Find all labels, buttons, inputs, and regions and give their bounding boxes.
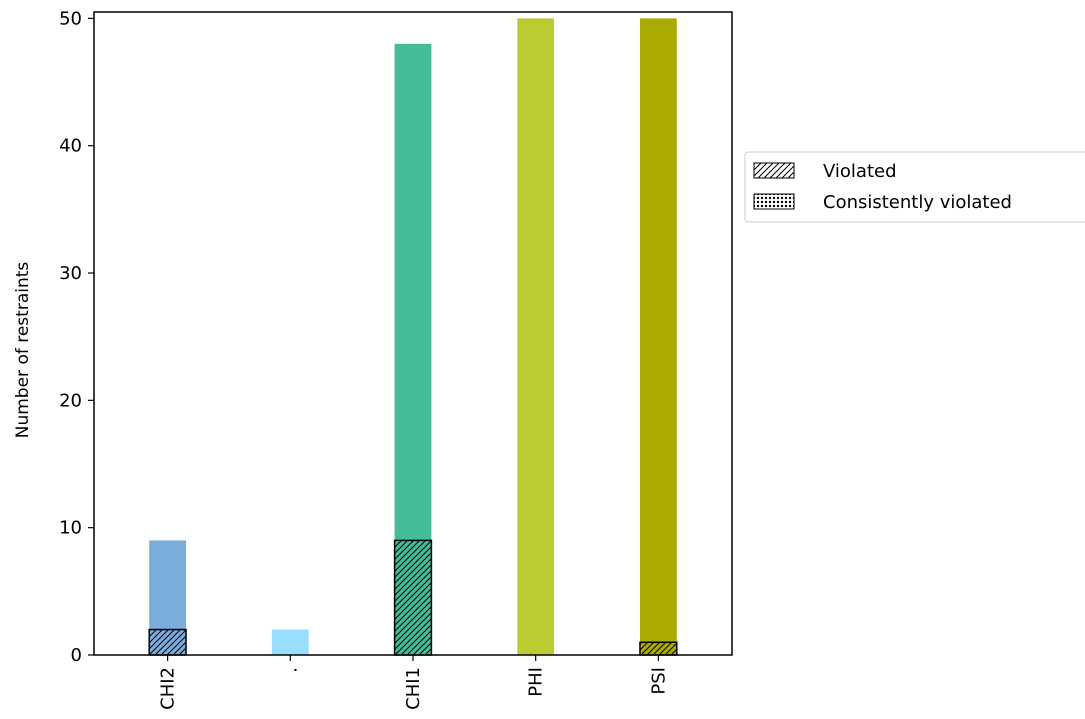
bars-group — [149, 18, 677, 656]
bar-violated-0 — [148, 628, 187, 656]
legend: Violated Consistently violated — [744, 151, 1085, 223]
violated-bars-group — [148, 539, 678, 656]
x-tick-label-3: PHI — [526, 667, 547, 697]
x-tick-label-0: CHI2 — [158, 667, 179, 710]
y-tick-label-5: 50 — [59, 8, 82, 29]
y-tick-label-4: 40 — [59, 136, 82, 157]
legend-violated-swatch — [753, 162, 795, 179]
x-axis: CHI2. CHI1 PHI PSI — [158, 655, 669, 710]
legend-violated-label: Violated — [823, 161, 897, 182]
bar-total-4 — [639, 18, 677, 656]
x-tick-label-1: . — [280, 667, 301, 673]
y-axis: 0 10 20 30 40 50 — [59, 8, 94, 666]
bar-total-3 — [517, 18, 555, 656]
y-tick-label-2: 20 — [59, 390, 82, 411]
y-tick-label-0: 0 — [71, 645, 82, 666]
legend-frame — [744, 151, 1085, 223]
x-tick-label-4: PSI — [648, 667, 669, 695]
bar-total-1 — [271, 629, 309, 655]
y-tick-label-3: 30 — [59, 263, 82, 284]
legend-consistently-violated-swatch — [753, 193, 795, 210]
y-tick-label-1: 10 — [59, 518, 82, 539]
y-axis-label: Number of restraints — [13, 262, 33, 439]
bar-violated-2 — [393, 539, 433, 656]
x-tick-label-2: CHI1 — [403, 667, 424, 710]
bar-violated-4 — [639, 641, 678, 656]
legend-consistently-violated-label: Consistently violated — [823, 192, 1012, 213]
